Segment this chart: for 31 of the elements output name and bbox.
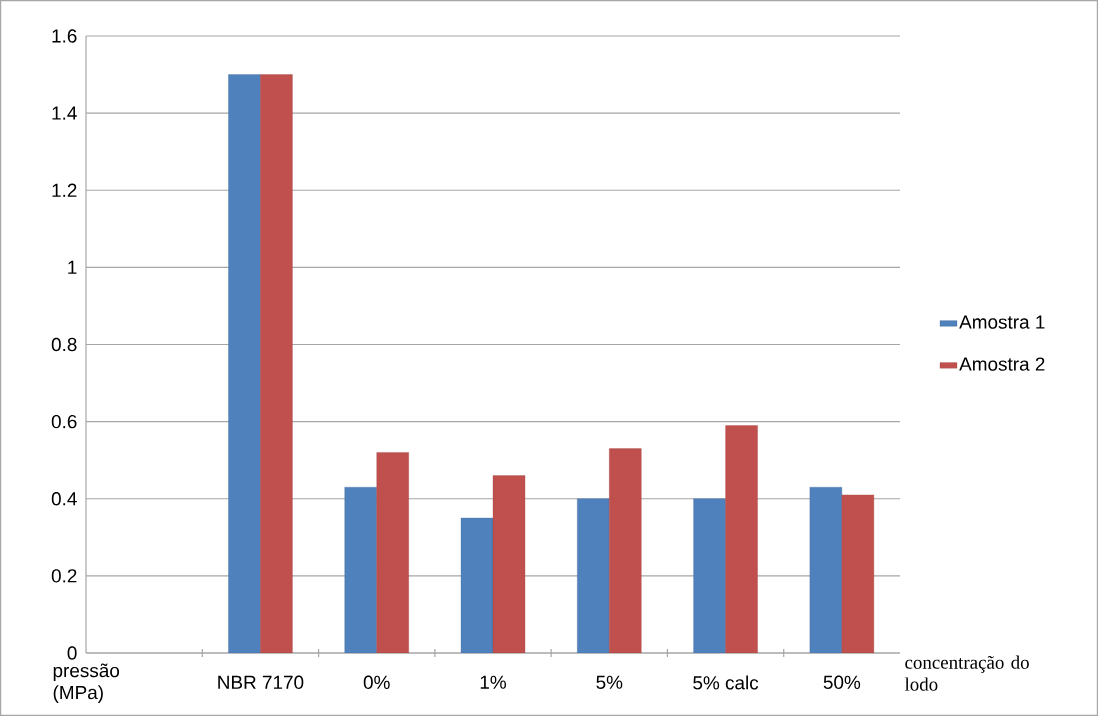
x-axis-title: concentração do lodo	[904, 655, 1029, 691]
legend-label: Amostra 2	[959, 357, 1045, 371]
y-tick-label: 0.6	[51, 414, 77, 429]
bar	[460, 517, 494, 653]
x-tick-label: 5%	[596, 675, 623, 689]
y-tick-label: 1.6	[52, 29, 77, 43]
bar	[492, 475, 526, 653]
y-axis-title: pressão (MPa)	[53, 663, 120, 703]
x-tick-label: 50%	[823, 675, 861, 690]
y-tick-label: 0.2	[51, 569, 77, 583]
bar	[609, 448, 642, 653]
bar	[809, 487, 843, 653]
y-tick-label: 0.4	[51, 492, 77, 506]
x-tick-label: 0%	[363, 675, 390, 690]
legend-label: Amostra 1	[959, 315, 1045, 329]
y-tick-label: 0	[67, 646, 77, 660]
bar	[725, 425, 758, 653]
bar	[376, 452, 409, 653]
y-tick-label: 1.2	[52, 183, 77, 197]
bar	[841, 494, 875, 653]
bar	[344, 487, 377, 653]
y-tick-label: 1.4	[52, 106, 77, 120]
bar	[693, 498, 726, 653]
bar	[260, 74, 293, 653]
x-tick-label: NBR 7170	[218, 675, 304, 690]
y-tick-label: 0.8	[51, 337, 77, 352]
x-tick-label: 1%	[480, 675, 507, 689]
bar	[228, 74, 261, 653]
y-tick-label: 1	[68, 260, 77, 274]
x-tick-label: 5% calc	[693, 675, 759, 690]
bar	[577, 498, 610, 653]
